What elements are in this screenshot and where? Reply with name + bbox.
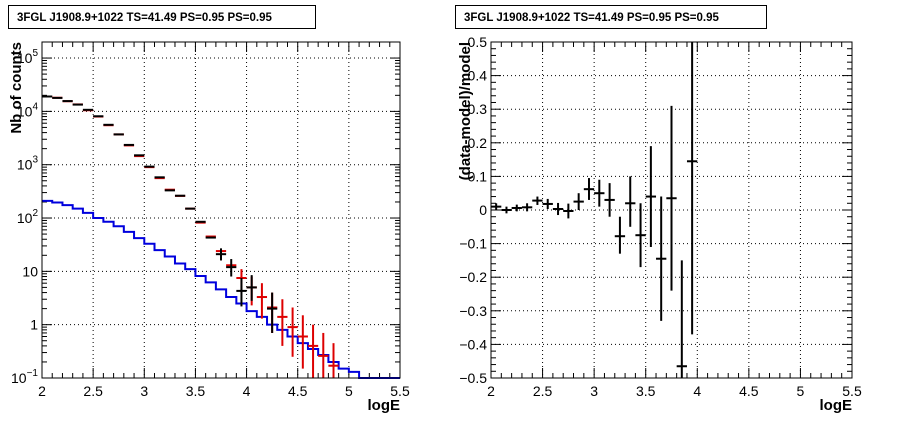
y-axis-label: Nb of counts <box>8 42 25 134</box>
x-tick-label: 5 <box>797 383 805 399</box>
y-axis-label: (data-model)/model <box>457 42 474 180</box>
x-axis-label: logE <box>368 397 401 414</box>
y-tick-label: 0.4 <box>468 68 488 84</box>
y-tick-label: 105 <box>17 48 39 66</box>
y-tick-label: 0.2 <box>468 135 488 151</box>
plot-area <box>42 42 400 378</box>
y-tick-label: 102 <box>17 208 39 226</box>
x-tick-label: 2.5 <box>533 383 553 399</box>
residual-plot: −0.5 −0.4 −0.3 −0.2 −0.1 0 0.1 0.2 0.3 0.4 0.5 2 2.5… <box>457 34 862 414</box>
y-tick-label: 103 <box>17 155 39 173</box>
y-tick-label: 1 <box>30 317 38 333</box>
left-plot-title: 3FGL J1908.9+1022 TS=41.49 PS=0.95 PS=0.… <box>8 5 316 29</box>
x-axis-label: logE <box>820 397 853 414</box>
y-tick-label: 10 <box>22 263 38 279</box>
x-tick-label: 3.5 <box>186 383 206 399</box>
y-tick-label: −0.4 <box>459 336 487 352</box>
y-tick-label: 0.3 <box>468 101 488 117</box>
x-tick-label: 3 <box>140 383 148 399</box>
y-tick-label: 0 <box>479 202 487 218</box>
y-tick-label: −0.5 <box>459 370 487 386</box>
y-tick-label: 0.1 <box>468 168 488 184</box>
x-tick-label: 5 <box>345 383 353 399</box>
x-tick-label: 4 <box>693 383 701 399</box>
x-tick-label: 4.5 <box>739 383 759 399</box>
x-tick-label: 5.5 <box>842 383 862 399</box>
x-tick-label: 2.5 <box>83 383 103 399</box>
x-tick-label: 2 <box>38 383 46 399</box>
x-tick-label: 4 <box>243 383 251 399</box>
y-tick-label: 0.5 <box>468 34 488 50</box>
y-tick-label: −0.3 <box>459 303 487 319</box>
x-tick-label: 4.5 <box>288 383 308 399</box>
x-tick-label: 2 <box>487 383 495 399</box>
y-tick-label: 104 <box>17 101 39 119</box>
y-tick-label: −0.2 <box>459 269 487 285</box>
x-tick-label: 3.5 <box>636 383 656 399</box>
plot-frame <box>490 41 853 379</box>
right-plot-title: 3FGL J1908.9+1022 TS=41.49 PS=0.95 PS=0.… <box>455 5 767 29</box>
x-tick-label: 3 <box>590 383 598 399</box>
x-tick-label: 5.5 <box>390 383 410 399</box>
plot-frame <box>41 41 401 379</box>
y-tick-label: 10−1 <box>11 368 38 386</box>
y-tick-label: −0.1 <box>459 236 487 252</box>
